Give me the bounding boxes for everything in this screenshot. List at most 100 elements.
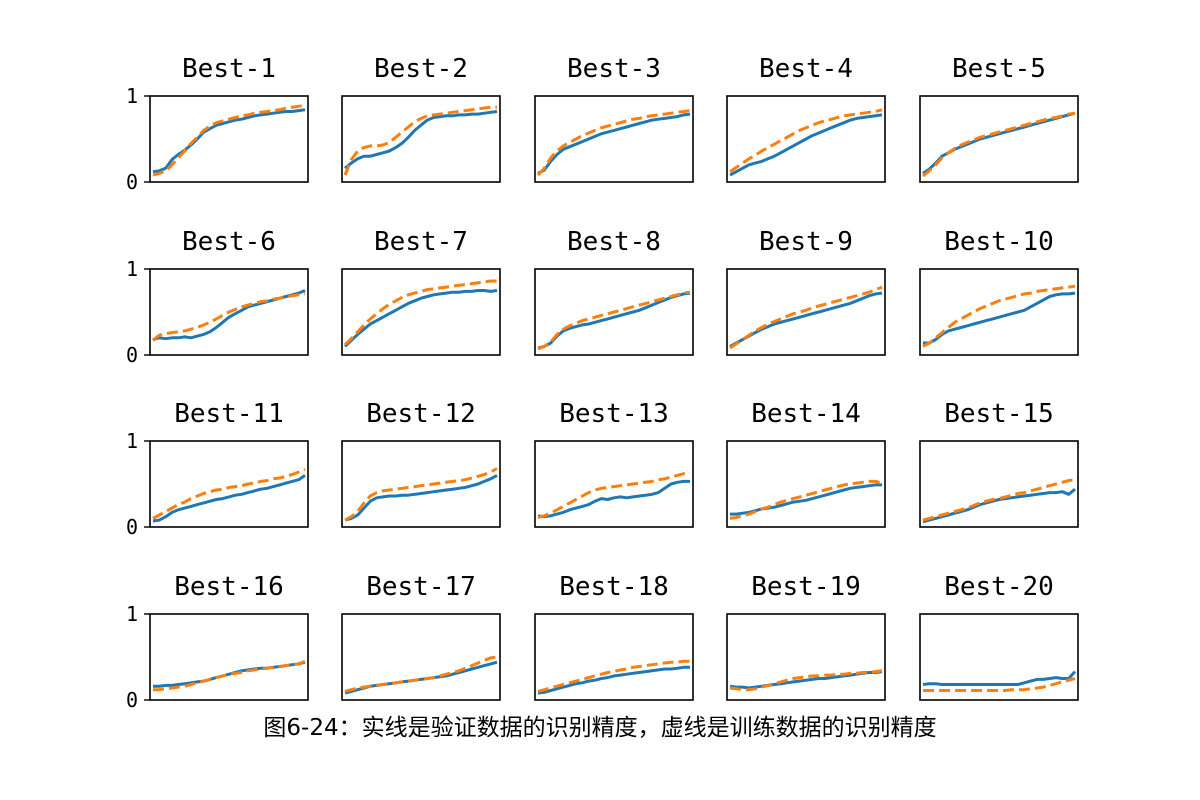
subplot-title: Best-4 <box>759 54 853 84</box>
validation-accuracy-line <box>922 111 1076 175</box>
subplot-title: Best-3 <box>567 54 661 84</box>
validation-accuracy-line <box>152 474 306 523</box>
train-accuracy-line <box>343 105 497 176</box>
plot-frame <box>726 268 886 356</box>
plot-frame <box>341 268 501 356</box>
plot-frame <box>149 95 309 183</box>
subplot-13: Best-13 <box>534 399 694 528</box>
y-tick-label: 0 <box>126 688 138 712</box>
subplot-title: Best-13 <box>559 399 669 429</box>
subplot-title: Best-17 <box>366 572 476 602</box>
validation-accuracy-line <box>922 670 1077 686</box>
train-accuracy-line <box>729 479 883 520</box>
subplot-title: Best-2 <box>374 54 468 84</box>
train-accuracy-line <box>922 478 1076 522</box>
subplot-2: Best-2 <box>341 54 501 183</box>
subplot-title: Best-10 <box>944 227 1054 257</box>
train-accuracy-line <box>152 292 306 342</box>
plot-frame <box>341 613 501 701</box>
y-tick-label: 1 <box>126 84 138 108</box>
plot-frame <box>726 95 886 183</box>
y-tick-label: 0 <box>126 515 138 539</box>
subplot-title: Best-18 <box>559 572 669 602</box>
plot-frame <box>919 95 1079 183</box>
subplot-1: Best-1 0 1 <box>126 54 309 194</box>
validation-accuracy-line <box>344 660 498 695</box>
plot-frame <box>149 268 309 356</box>
subplot-title: Best-1 <box>182 54 276 84</box>
figure-caption: 图6-24：实线是验证数据的识别精度，虚线是训练数据的识别精度 <box>263 715 937 741</box>
subplot-4: Best-4 <box>726 54 886 183</box>
train-accuracy-line <box>922 111 1076 178</box>
validation-accuracy-line <box>730 483 882 516</box>
plot-frame <box>149 613 309 701</box>
y-tick-label: 0 <box>126 343 138 367</box>
validation-accuracy-line <box>537 479 690 519</box>
train-accuracy-line <box>536 109 691 177</box>
subplot-title: Best-19 <box>751 572 861 602</box>
validation-accuracy-line <box>537 112 691 175</box>
plot-frame <box>919 440 1079 528</box>
plot-frame <box>534 613 694 701</box>
subplot-7: Best-7 <box>341 227 501 356</box>
subplot-title: Best-12 <box>366 399 476 429</box>
subplot-6: Best-6 0 1 <box>126 227 309 367</box>
subplot-title: Best-16 <box>174 572 284 602</box>
validation-accuracy-line <box>923 291 1076 345</box>
train-accuracy-line <box>344 467 498 522</box>
subplot-5: Best-5 <box>919 54 1079 183</box>
plot-frame <box>726 440 886 528</box>
subplot-20: Best-20 <box>919 572 1079 701</box>
validation-accuracy-line <box>343 289 498 348</box>
plot-frame <box>341 95 501 183</box>
train-accuracy-line <box>152 104 306 177</box>
plot-frame <box>919 268 1079 356</box>
validation-accuracy-line <box>152 108 306 174</box>
validation-accuracy-line <box>729 291 883 348</box>
train-accuracy-line <box>729 669 883 692</box>
plot-frame <box>534 440 694 528</box>
plot-frame <box>341 440 501 528</box>
plot-frame <box>919 613 1079 701</box>
subplot-8: Best-8 <box>534 227 694 356</box>
validation-accuracy-line <box>922 488 1076 524</box>
train-accuracy-line <box>344 655 498 693</box>
validation-accuracy-line <box>729 113 883 177</box>
plot-frame <box>534 95 694 183</box>
subplot-3: Best-3 <box>534 54 694 183</box>
train-accuracy-line <box>153 659 306 692</box>
plot-frame <box>534 268 694 356</box>
subplot-15: Best-15 <box>919 399 1079 528</box>
subplot-title: Best-5 <box>952 54 1046 84</box>
y-tick-label: 1 <box>126 602 138 626</box>
train-accuracy-line <box>537 659 690 693</box>
train-accuracy-line <box>343 279 497 346</box>
validation-accuracy-line <box>537 291 691 350</box>
subplot-title: Best-7 <box>374 227 468 257</box>
y-tick-label: 0 <box>126 170 138 194</box>
train-accuracy-line <box>729 285 883 350</box>
subplot-9: Best-9 <box>726 227 886 356</box>
train-accuracy-line <box>922 284 1076 348</box>
train-accuracy-line <box>152 468 306 520</box>
subplot-18: Best-18 <box>534 572 694 701</box>
y-tick-label: 1 <box>126 429 138 453</box>
train-accuracy-line <box>923 677 1076 692</box>
subplot-17: Best-17 <box>341 572 501 701</box>
subplot-title: Best-6 <box>182 227 276 257</box>
train-accuracy-line <box>537 290 691 351</box>
subplot-11: Best-11 0 1 <box>126 399 309 539</box>
train-accuracy-line <box>729 108 883 173</box>
subplot-title: Best-11 <box>174 399 284 429</box>
subplot-16: Best-16 0 1 <box>126 572 309 712</box>
subplot-title: Best-15 <box>944 399 1054 429</box>
validation-accuracy-line <box>344 474 498 522</box>
subplot-12: Best-12 <box>341 399 501 528</box>
train-accuracy-line <box>537 471 691 519</box>
subplot-title: Best-14 <box>751 399 861 429</box>
subplot-title: Best-8 <box>567 227 661 257</box>
subplot-title: Best-20 <box>944 572 1054 602</box>
subplot-19: Best-19 <box>726 572 886 701</box>
plot-frame <box>726 613 886 701</box>
